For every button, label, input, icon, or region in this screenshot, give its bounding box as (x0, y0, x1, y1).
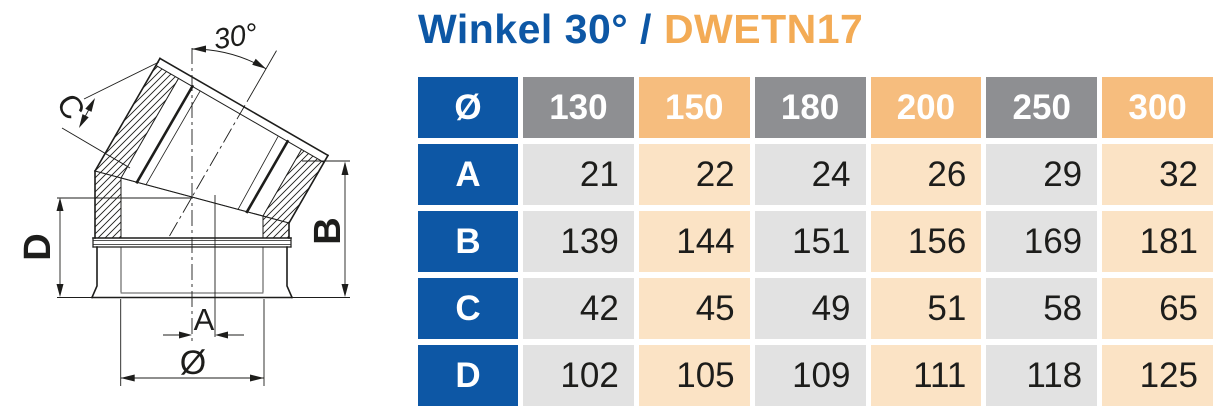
data-cell: 21 (523, 144, 634, 205)
header-cell-150: 150 (638, 77, 750, 138)
row-label-c: C (418, 278, 518, 339)
data-cell: 111 (870, 345, 982, 406)
data-cell: 151 (754, 211, 866, 272)
data-cell: 51 (870, 278, 982, 339)
data-cell: 102 (523, 345, 634, 406)
data-cell: 156 (870, 211, 982, 272)
data-cell: 45 (638, 278, 750, 339)
page-title: Winkel 30° / DWETN17 (418, 6, 1213, 53)
angle-label: 30° (211, 18, 259, 56)
title-product-name: Winkel 30° / (418, 6, 652, 52)
dim-label-d: D (17, 233, 59, 260)
data-cell: 29 (986, 144, 1098, 205)
dim-label-a: A (194, 302, 215, 337)
data-cell: 144 (638, 211, 750, 272)
data-cell: 26 (870, 144, 982, 205)
data-cell: 49 (754, 278, 866, 339)
data-cell: 118 (986, 345, 1098, 406)
spec-content: Winkel 30° / DWETN17 Ø 130 150 180 200 2… (418, 0, 1213, 406)
data-cell: 169 (986, 211, 1098, 272)
dimension-arrowheads (56, 45, 349, 382)
dim-label-diameter: Ø (180, 344, 206, 382)
data-cell: 109 (754, 345, 866, 406)
data-cell: 24 (754, 144, 866, 205)
row-label-a: A (418, 144, 518, 205)
row-label-b: B (418, 211, 518, 272)
header-cell-200: 200 (870, 77, 982, 138)
dimension-table: Ø 130 150 180 200 250 300 A 21 22 24 26 … (418, 77, 1213, 406)
header-cell-250: 250 (986, 77, 1098, 138)
header-cell-130: 130 (523, 77, 634, 138)
data-cell: 65 (1102, 278, 1213, 339)
data-cell: 32 (1102, 144, 1213, 205)
header-cell-300: 300 (1102, 77, 1213, 138)
hatched-wall-sections (95, 65, 324, 238)
data-cell: 105 (638, 345, 750, 406)
data-cell: 181 (1102, 211, 1213, 272)
centerlines (169, 48, 277, 342)
data-cell: 125 (1102, 345, 1213, 406)
header-cell-180: 180 (754, 77, 866, 138)
row-label-d: D (418, 345, 518, 406)
data-cell: 42 (523, 278, 634, 339)
technical-drawing: 30° C D B A Ø (17, 18, 350, 386)
table-corner-cell: Ø (418, 77, 518, 138)
data-cell: 22 (638, 144, 750, 205)
dim-label-b: B (307, 217, 349, 244)
data-cell: 139 (523, 211, 634, 272)
data-cell: 58 (986, 278, 1098, 339)
title-sku: DWETN17 (663, 6, 864, 52)
